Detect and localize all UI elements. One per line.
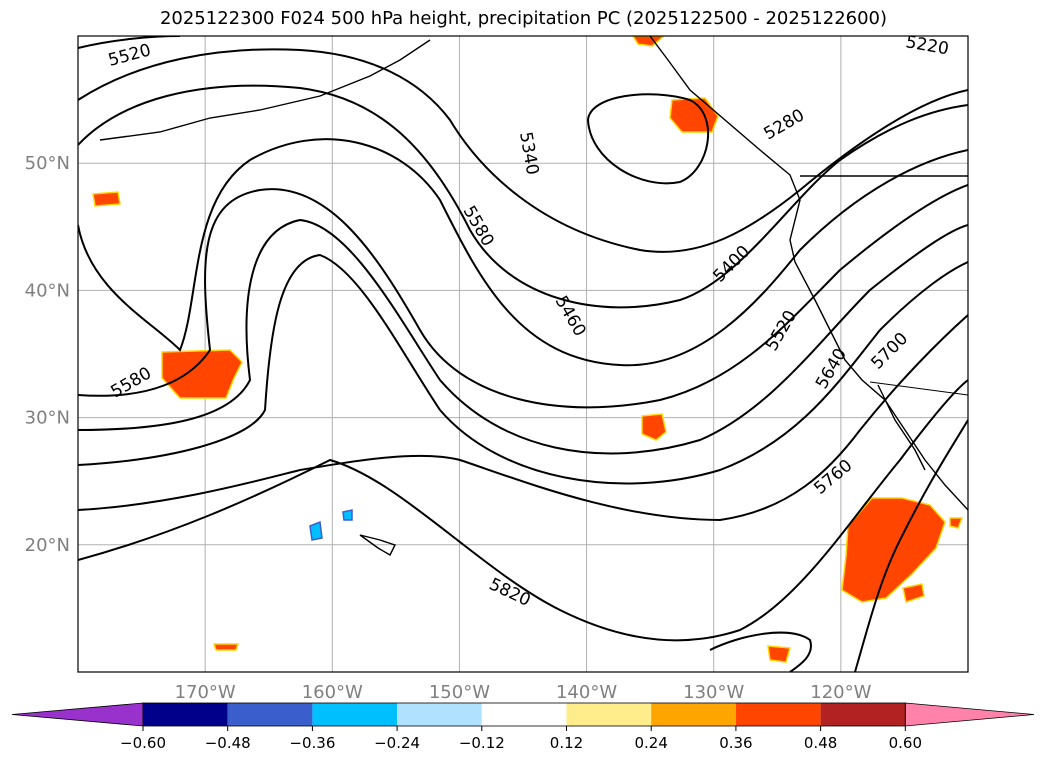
precip-patch [641, 413, 667, 441]
contour-line [78, 184, 968, 409]
precip-patch [92, 191, 121, 207]
contour-line [78, 48, 968, 253]
contour-label: 5580 [459, 203, 498, 250]
height-contours [78, 36, 968, 672]
alaska-coast [99, 39, 431, 141]
contour-label: 5220 [904, 32, 950, 59]
colorbar-segment [735, 703, 821, 726]
lon-label: 120°W [810, 682, 871, 703]
latitude-labels: 50°N 40°N 30°N 20°N [25, 153, 70, 556]
precip-patch [632, 36, 666, 47]
colorbar-tick-label: −0.48 [205, 734, 251, 752]
contour-line [78, 379, 968, 642]
colorbar-tick-label: 0.60 [889, 734, 922, 752]
colorbar-tick-label: −0.12 [459, 734, 505, 752]
precip-patch [669, 97, 719, 133]
colorbar-tick-label: 0.36 [719, 734, 752, 752]
precip-patch [309, 520, 323, 541]
colorbar-tick-label: 0.48 [804, 734, 837, 752]
colorbar-segment [397, 703, 482, 726]
lat-label: 20°N [25, 535, 70, 556]
colorbar-extend-high [904, 702, 1035, 727]
colorbar-extend-low [11, 702, 144, 727]
colorbar-tick-label: −0.60 [120, 734, 166, 752]
contour-line [78, 253, 968, 485]
lat-label: 40°N [25, 280, 70, 301]
contour-line [854, 419, 968, 672]
colorbar-ticks: −0.60 −0.48 −0.36 −0.24 −0.12 0.12 0.24 0.36 0.4… [120, 726, 922, 752]
precip-patch [212, 643, 240, 651]
contour-label: 5340 [515, 130, 542, 176]
colorbar-segment [227, 703, 313, 726]
contour-label: 5520 [106, 40, 153, 71]
colorbar-tick-label: 0.12 [550, 734, 583, 752]
colorbar-segment [481, 703, 567, 726]
lon-label: 130°W [683, 682, 744, 703]
lat-label: 30°N [25, 408, 70, 429]
precip-patch [161, 349, 243, 399]
gridlines [78, 36, 968, 672]
precip-patch [342, 509, 353, 521]
contour-label: 5520 [762, 307, 801, 354]
lon-label: 160°W [302, 682, 363, 703]
contour-line [78, 84, 968, 309]
colorbar-tick-label: −0.24 [374, 734, 420, 752]
lon-label: 140°W [556, 682, 617, 703]
contour-line [78, 138, 968, 367]
map-title: 2025122300 F024 500 hPa height, precipit… [159, 8, 888, 29]
precip-shading [92, 36, 964, 663]
us-mexico-border [869, 381, 968, 396]
colorbar [11, 702, 1035, 727]
longitude-labels: 170°W 160°W 150°W 140°W 130°W 120°W [175, 682, 872, 703]
contour-line [78, 314, 968, 522]
contour-label: 5460 [551, 293, 590, 340]
colorbar-segment [312, 703, 398, 726]
contour-label: 5280 [761, 105, 808, 144]
contour-line [586, 93, 710, 185]
plot-frame [77, 35, 969, 673]
lon-label: 170°W [175, 682, 236, 703]
contour-line [78, 218, 968, 455]
north-america-coast [649, 36, 968, 511]
precip-patch [767, 645, 791, 663]
lat-label: 50°N [25, 153, 70, 174]
colorbar-segment [566, 703, 652, 726]
colorbar-segment [820, 703, 906, 726]
colorbar-tick-label: 0.24 [634, 734, 667, 752]
contour-label: 5640 [812, 345, 851, 392]
contour-label: 5580 [108, 363, 155, 402]
contour-labels: 5220 5280 5340 5400 5460 5520 5580 5580 … [106, 32, 950, 611]
colorbar-segment [651, 703, 736, 726]
hawaii-islands [359, 534, 396, 556]
colorbar-tick-label: −0.36 [289, 734, 335, 752]
colorbar-frame [142, 702, 906, 727]
baja-coast [877, 384, 926, 471]
contour-label: 5400 [709, 242, 754, 287]
precip-patch [949, 517, 964, 529]
contour-line [709, 631, 812, 672]
lon-label: 150°W [429, 682, 490, 703]
contour-label: 5700 [867, 329, 912, 374]
precip-patch [841, 497, 946, 603]
precip-patch [902, 583, 925, 603]
coastlines [99, 36, 968, 556]
colorbar-segment [143, 703, 228, 726]
